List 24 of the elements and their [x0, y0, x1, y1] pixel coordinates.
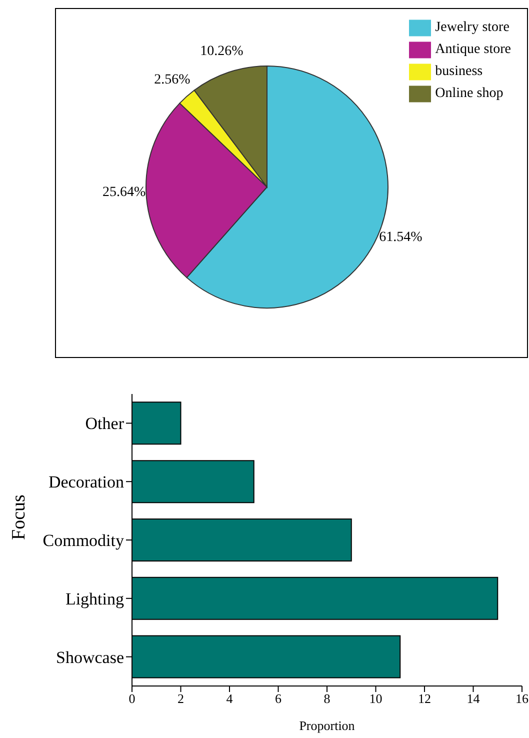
x-tick-label: 16 — [516, 691, 529, 706]
x-tick-label: 4 — [226, 691, 234, 706]
x-tick-label: 8 — [324, 691, 330, 706]
y-axis-title: Focus — [8, 494, 30, 540]
data-label: 10.26% — [200, 44, 244, 59]
x-tick-label: 6 — [275, 691, 282, 706]
legend-label: Jewelry store — [435, 20, 510, 36]
x-tick-label: 0 — [128, 691, 136, 706]
data-label: 25.64% — [102, 185, 146, 200]
y-tick-label: Decoration — [48, 472, 124, 492]
legend-label: Antique store — [435, 42, 511, 58]
x-tick-label: 14 — [466, 691, 480, 706]
x-tick-label: 2 — [178, 691, 184, 706]
x-axis-title: Proportion — [299, 718, 356, 733]
legend-label: Online shop — [435, 86, 504, 102]
data-label: 61.54% — [379, 230, 423, 246]
y-tick-label: Lighting — [65, 589, 124, 608]
data-label: 2.56% — [154, 72, 191, 88]
y-tick-label: Showcase — [56, 648, 124, 667]
y-tick-label: Other — [85, 414, 124, 434]
y-tick-label: Commodity — [42, 531, 124, 550]
x-tick-label: 12 — [418, 691, 431, 706]
x-tick-label: 10 — [369, 691, 382, 706]
legend-label: business — [435, 64, 483, 80]
